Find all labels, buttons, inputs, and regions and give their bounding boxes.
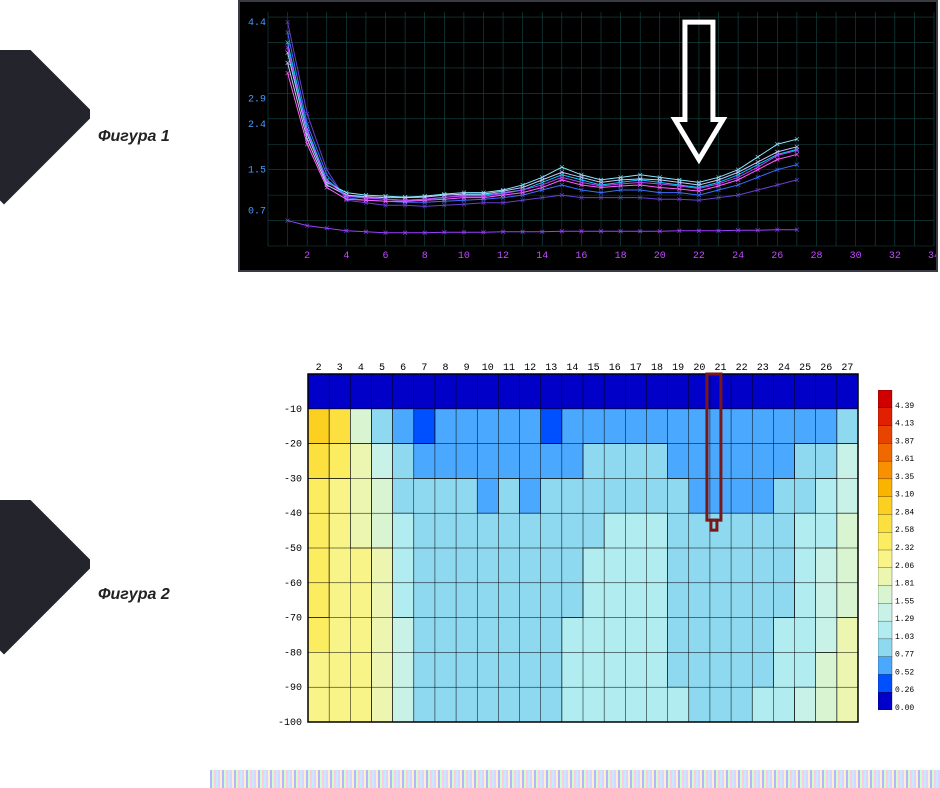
svg-text:24: 24 <box>732 251 744 262</box>
svg-text:25: 25 <box>799 363 811 374</box>
svg-text:17: 17 <box>630 363 642 374</box>
svg-text:18: 18 <box>615 251 627 262</box>
chart-1: 0.71.52.42.94.42468101214161820222426283… <box>238 0 938 272</box>
svg-text:27: 27 <box>841 363 853 374</box>
svg-text:4: 4 <box>358 363 364 374</box>
svg-text:2.58: 2.58 <box>895 526 914 535</box>
svg-text:8: 8 <box>442 363 448 374</box>
svg-text:-40: -40 <box>284 509 302 520</box>
noise-strip <box>210 770 940 788</box>
svg-text:16: 16 <box>575 251 587 262</box>
chart-2-svg: 2345678910111213141516171819202122232425… <box>258 356 866 726</box>
svg-text:-10: -10 <box>284 405 302 416</box>
svg-text:2.4: 2.4 <box>248 120 266 131</box>
svg-text:3.61: 3.61 <box>895 455 914 464</box>
figure-2-label: Фигура 2 <box>98 586 170 604</box>
svg-text:20: 20 <box>654 251 666 262</box>
svg-text:2: 2 <box>316 363 322 374</box>
chart-1-svg: 0.71.52.42.94.42468101214161820222426283… <box>240 2 936 270</box>
svg-text:26: 26 <box>771 251 783 262</box>
svg-text:15: 15 <box>588 363 600 374</box>
svg-text:32: 32 <box>889 251 901 262</box>
svg-text:28: 28 <box>810 251 822 262</box>
figure-1-label: Фигура 1 <box>98 128 170 146</box>
svg-text:-70: -70 <box>284 614 302 625</box>
pointer-decoration-2 <box>0 500 90 680</box>
chart-2-legend: 4.39 4.13 3.87 3.61 3.35 3.10 2.84 2.58 2.32 2.06… <box>878 390 928 710</box>
svg-text:2.84: 2.84 <box>895 508 914 517</box>
svg-text:8: 8 <box>422 251 428 262</box>
svg-text:-20: -20 <box>284 440 302 451</box>
svg-text:3.35: 3.35 <box>895 473 914 482</box>
svg-text:1.81: 1.81 <box>895 580 914 589</box>
svg-text:3.10: 3.10 <box>895 491 914 500</box>
svg-text:0.52: 0.52 <box>895 668 914 677</box>
svg-text:4.4: 4.4 <box>248 18 266 29</box>
svg-text:0.26: 0.26 <box>895 686 914 695</box>
svg-text:0.00: 0.00 <box>895 704 914 710</box>
svg-text:30: 30 <box>850 251 862 262</box>
svg-text:1.03: 1.03 <box>895 633 914 642</box>
svg-text:20: 20 <box>693 363 705 374</box>
svg-text:3: 3 <box>337 363 343 374</box>
svg-text:12: 12 <box>497 251 509 262</box>
svg-text:34: 34 <box>928 251 936 262</box>
svg-text:11: 11 <box>503 363 515 374</box>
svg-text:21: 21 <box>714 363 726 374</box>
svg-text:1.55: 1.55 <box>895 597 914 606</box>
svg-text:-100: -100 <box>278 718 302 726</box>
svg-text:2.06: 2.06 <box>895 562 914 571</box>
svg-text:14: 14 <box>566 363 578 374</box>
svg-text:10: 10 <box>482 363 494 374</box>
svg-text:6: 6 <box>400 363 406 374</box>
svg-text:24: 24 <box>778 363 790 374</box>
svg-text:-50: -50 <box>284 544 302 555</box>
pointer-decoration-1 <box>0 50 90 230</box>
svg-text:22: 22 <box>736 363 748 374</box>
svg-text:0.7: 0.7 <box>248 206 266 217</box>
svg-text:-60: -60 <box>284 579 302 590</box>
svg-text:2.9: 2.9 <box>248 94 266 105</box>
svg-text:6: 6 <box>383 251 389 262</box>
svg-text:22: 22 <box>693 251 705 262</box>
svg-text:18: 18 <box>651 363 663 374</box>
svg-text:16: 16 <box>609 363 621 374</box>
svg-text:10: 10 <box>458 251 470 262</box>
svg-text:1.29: 1.29 <box>895 615 914 624</box>
svg-text:19: 19 <box>672 363 684 374</box>
chart-2: 2345678910111213141516171819202122232425… <box>258 356 866 726</box>
svg-text:1.5: 1.5 <box>248 166 266 177</box>
svg-text:4.39: 4.39 <box>895 402 914 411</box>
svg-text:4: 4 <box>343 251 349 262</box>
svg-text:-90: -90 <box>284 683 302 694</box>
svg-text:2: 2 <box>304 251 310 262</box>
svg-text:9: 9 <box>464 363 470 374</box>
svg-text:26: 26 <box>820 363 832 374</box>
svg-text:0.77: 0.77 <box>895 651 914 660</box>
svg-text:13: 13 <box>545 363 557 374</box>
svg-text:5: 5 <box>379 363 385 374</box>
svg-text:4.13: 4.13 <box>895 420 914 429</box>
svg-text:12: 12 <box>524 363 536 374</box>
svg-text:7: 7 <box>421 363 427 374</box>
svg-text:-80: -80 <box>284 648 302 659</box>
svg-text:3.87: 3.87 <box>895 437 914 446</box>
svg-text:23: 23 <box>757 363 769 374</box>
svg-text:-30: -30 <box>284 474 302 485</box>
svg-text:14: 14 <box>536 251 548 262</box>
svg-text:2.32: 2.32 <box>895 544 914 553</box>
